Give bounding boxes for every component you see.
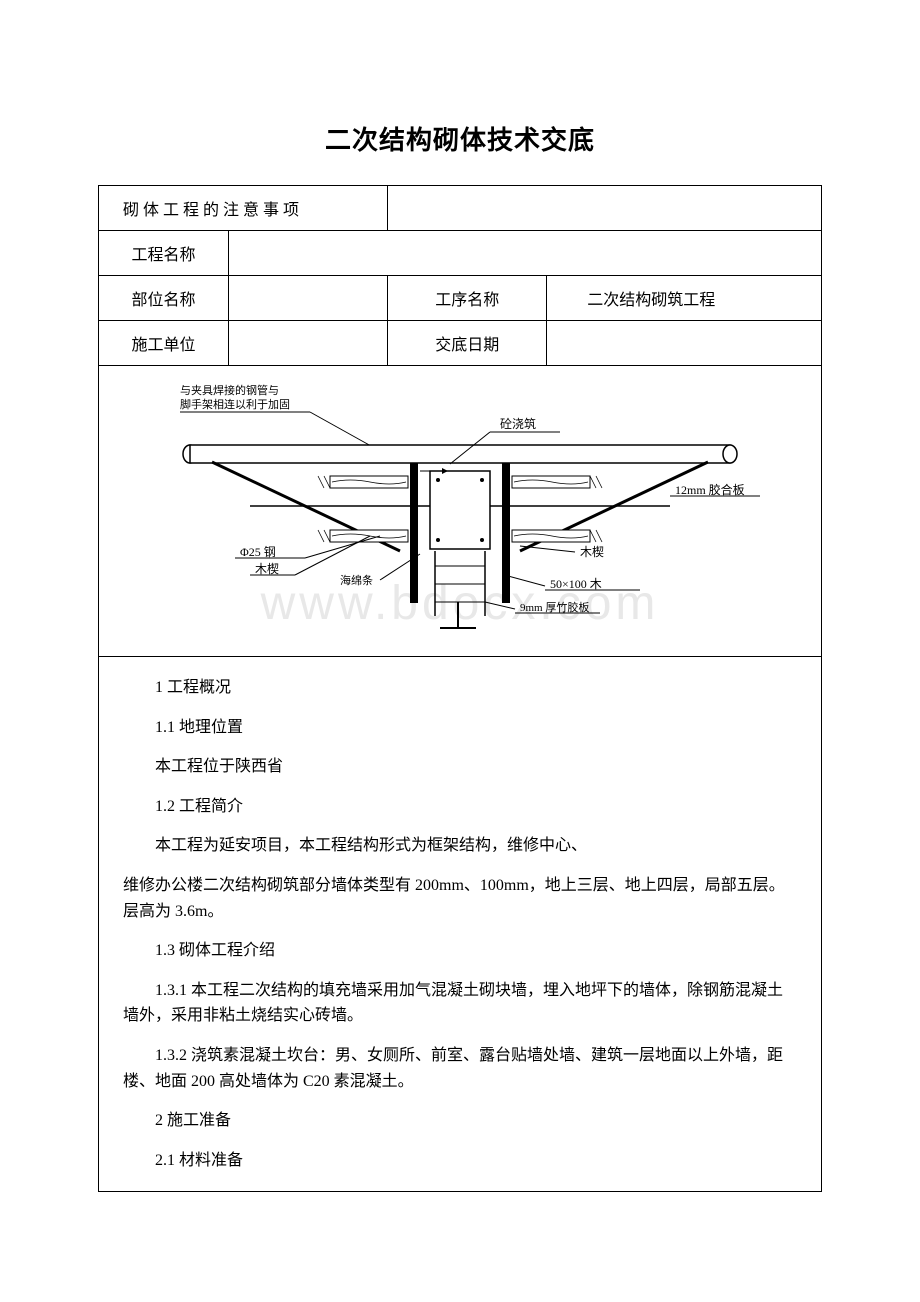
diagram-label-sponge: 海绵条 (340, 573, 373, 587)
diagram-label-bamboo: 9mm 厚竹胶板 (520, 600, 589, 614)
table-row: 工程名称 (99, 231, 822, 276)
body-paragraph: 1.1 地理位置 (123, 715, 797, 741)
process-name-label: 工序名称 (388, 276, 547, 321)
table-row: 部位名称 工序名称 二次结构砌筑工程 (99, 276, 822, 321)
process-name-value: 二次结构砌筑工程 (547, 276, 822, 321)
body-paragraph: 1 工程概况 (123, 675, 797, 701)
diagram-label-plywood: 12mm 胶合板 (675, 482, 745, 497)
part-name-label: 部位名称 (99, 276, 229, 321)
diagram-container: www.bdocx.com 与夹具焊接的钢管与 脚手架相连以利于加固 砼浇筑 (98, 366, 822, 657)
date-value (547, 321, 822, 366)
unit-value (229, 321, 388, 366)
date-label: 交底日期 (388, 321, 547, 366)
table-header-row: 砌体工程的注意事项 (99, 186, 822, 231)
body-content: 1 工程概况 1.1 地理位置 本工程位于陕西省 1.2 工程简介 本工程为延安… (98, 657, 822, 1192)
body-paragraph: 本工程位于陕西省 (123, 754, 797, 780)
diagram-label-wedge-right: 木楔 (580, 545, 604, 559)
body-paragraph: 维修办公楼二次结构砌筑部分墙体类型有 200mm、100mm，地上三层、地上四层… (123, 873, 797, 924)
table-header-cell: 砌体工程的注意事项 (99, 186, 388, 231)
project-name-label: 工程名称 (99, 231, 229, 276)
body-paragraph: 1.3 砌体工程介绍 (123, 938, 797, 964)
project-name-value (229, 231, 822, 276)
body-paragraph: 本工程为延安项目，本工程结构形式为框架结构，维修中心、 (123, 833, 797, 859)
body-paragraph: 1.2 工程简介 (123, 794, 797, 820)
body-paragraph: 2 施工准备 (123, 1108, 797, 1134)
body-paragraph: 1.3.1 本工程二次结构的填充墙采用加气混凝土砌块墙，埋入地坪下的墙体，除钢筋… (123, 978, 797, 1029)
diagram-label-wedge-left: 木楔 (255, 562, 279, 576)
diagram-label-pipe-note: 与夹具焊接的钢管与 (180, 383, 279, 397)
diagram-label-steel: Φ25 钢 (240, 545, 276, 559)
diagram-label-pipe-note2: 脚手架相连以利于加固 (180, 397, 290, 411)
diagram-label-concrete: 砼浇筑 (500, 416, 536, 431)
body-paragraph: 1.3.2 浇筑素混凝土坎台：男、女厕所、前室、露台贴墙处墙、建筑一层地面以上外… (123, 1043, 797, 1094)
construction-diagram: 与夹具焊接的钢管与 脚手架相连以利于加固 砼浇筑 12 (119, 376, 801, 636)
body-paragraph: 2.1 材料准备 (123, 1148, 797, 1174)
info-table: 砌体工程的注意事项 工程名称 部位名称 工序名称 二次结构砌筑工程 施工单位 交… (98, 185, 822, 366)
part-name-value (229, 276, 388, 321)
table-header-empty (388, 186, 822, 231)
page-title: 二次结构砌体技术交底 (98, 120, 822, 157)
unit-label: 施工单位 (99, 321, 229, 366)
diagram-label-wood-beam: 50×100 木 (550, 577, 602, 591)
table-row: 施工单位 交底日期 (99, 321, 822, 366)
